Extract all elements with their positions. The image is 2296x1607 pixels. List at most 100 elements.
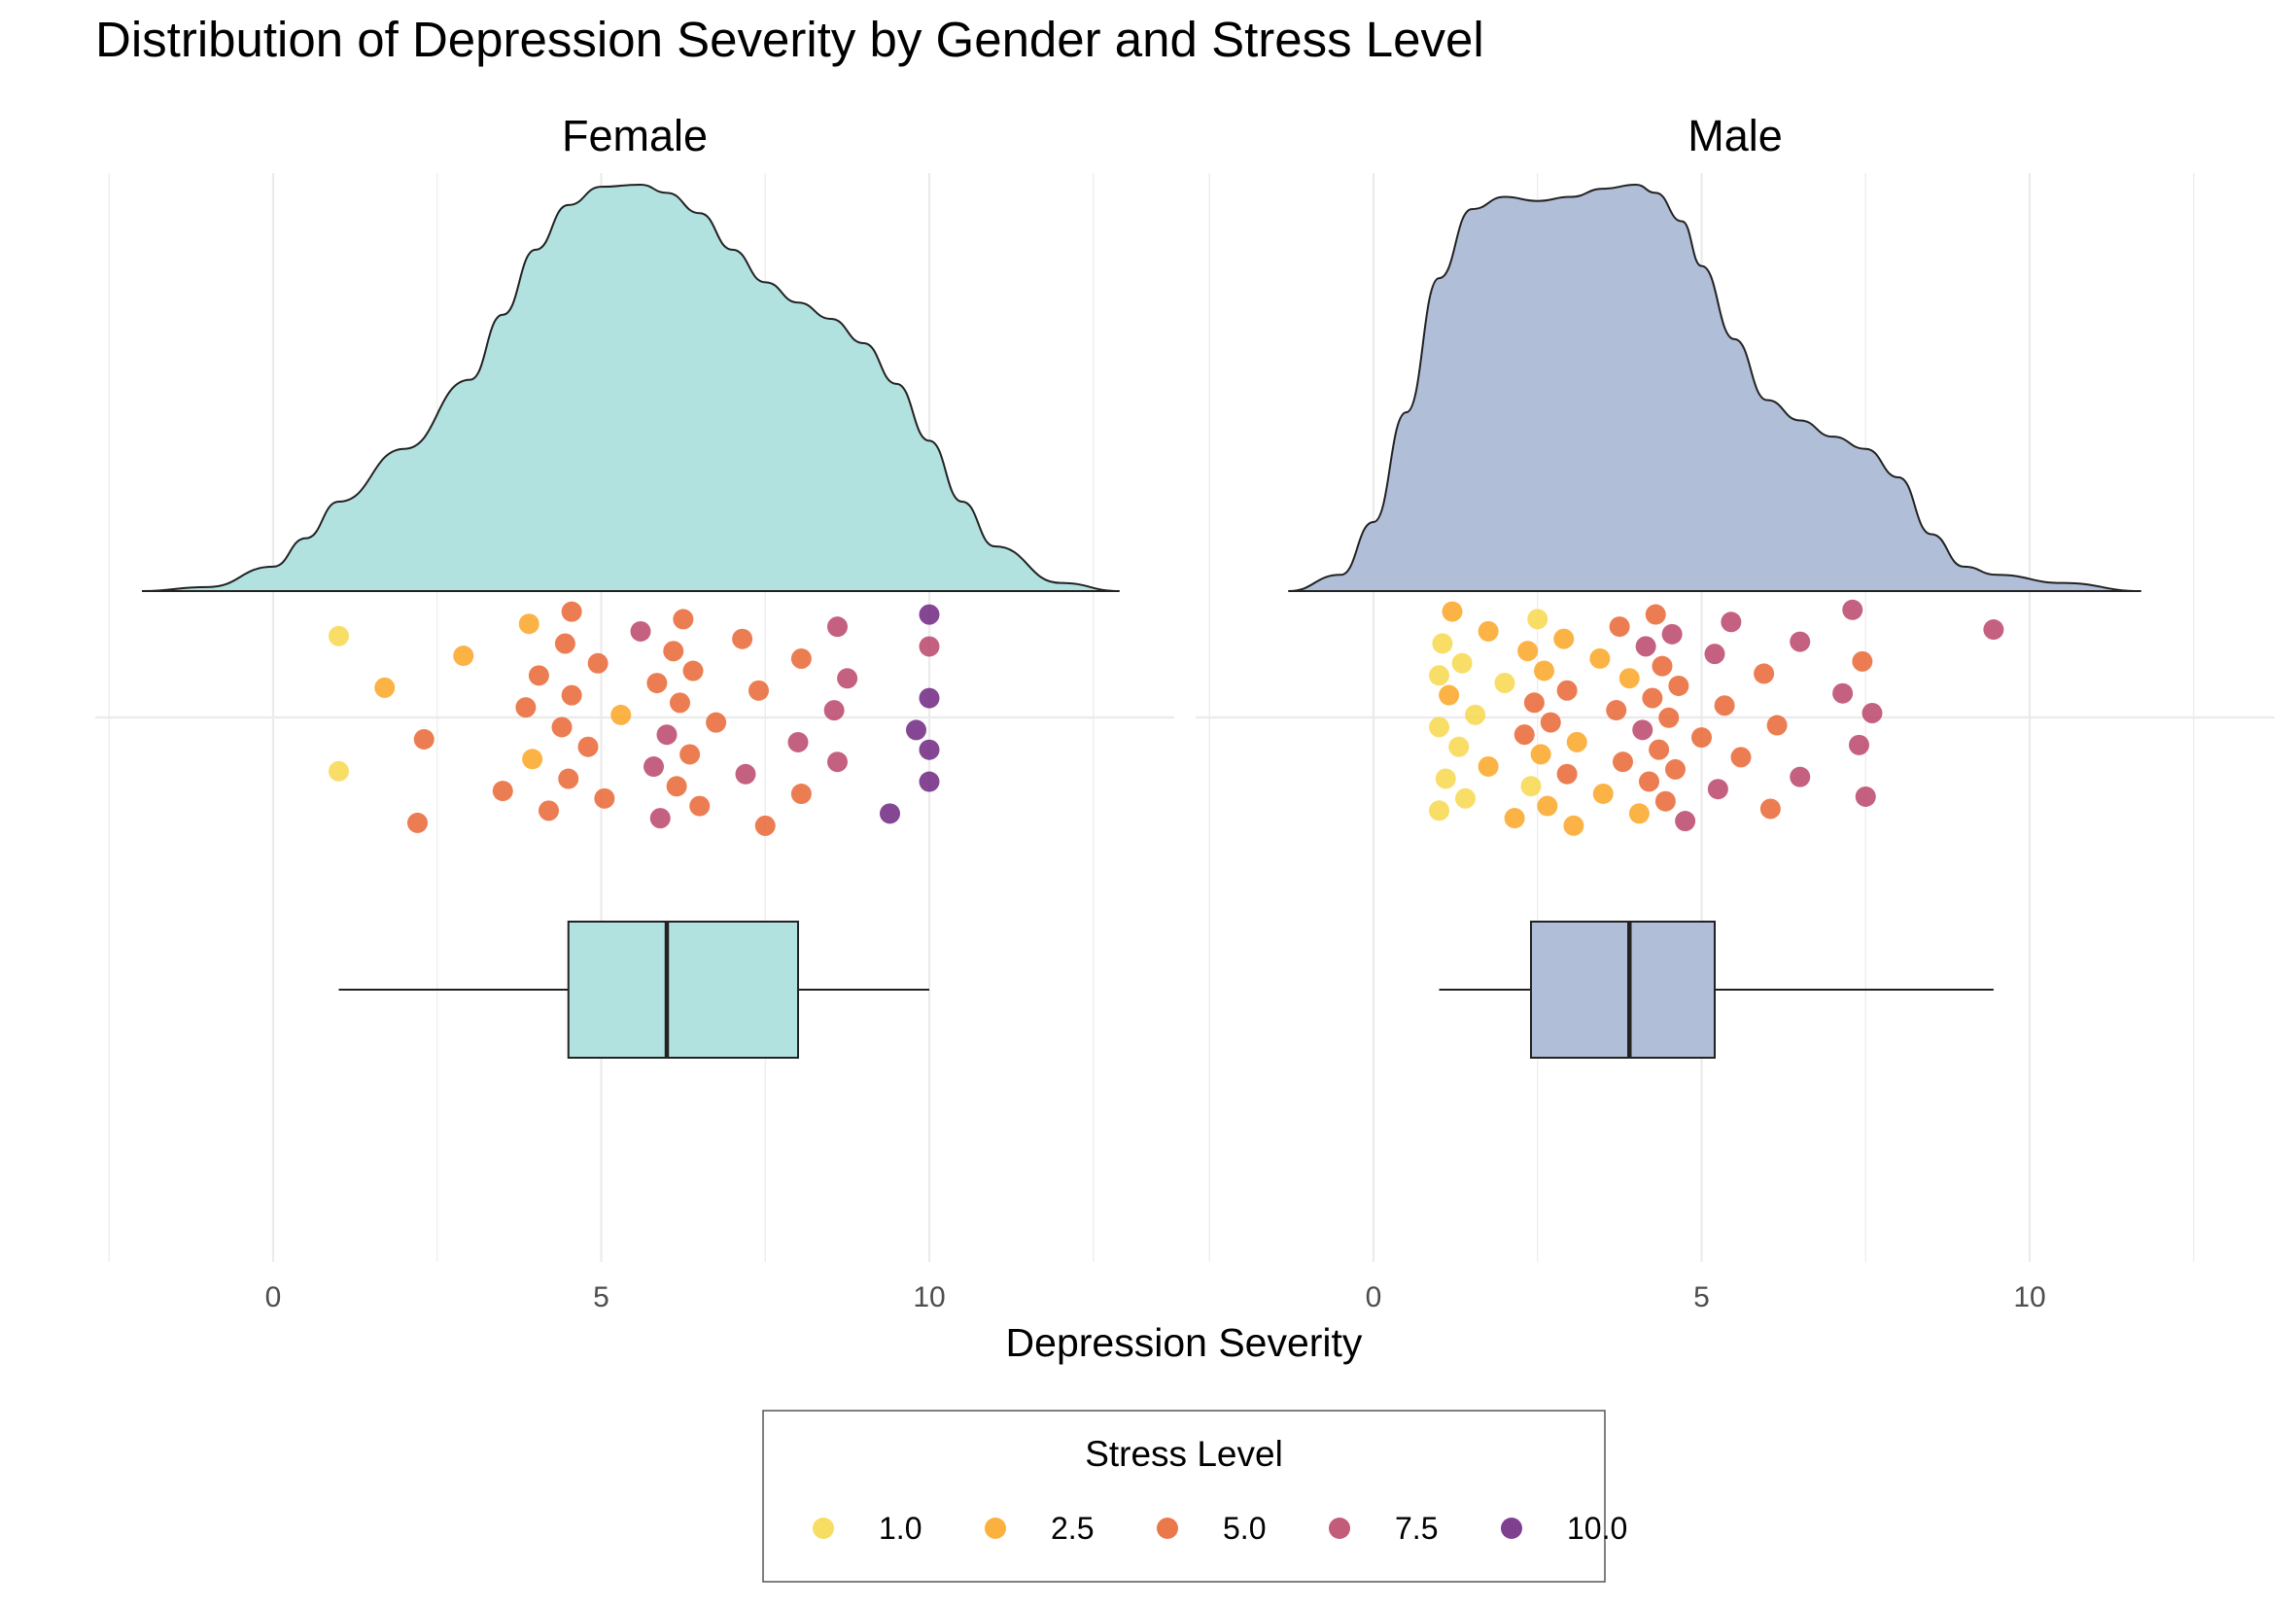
density-curve: [1288, 183, 2141, 592]
data-point: [644, 756, 664, 778]
data-point: [1442, 601, 1463, 622]
data-point: [1649, 739, 1670, 760]
data-point: [630, 620, 651, 642]
jitter-points: [329, 601, 940, 836]
data-point: [919, 739, 940, 760]
data-point: [1523, 692, 1545, 714]
legend-label: 1.0: [879, 1511, 922, 1546]
data-point: [594, 787, 615, 809]
data-point: [1451, 652, 1473, 674]
data-point: [551, 716, 573, 738]
data-point: [1855, 786, 1876, 807]
data-point: [1849, 734, 1869, 755]
data-point: [1707, 779, 1728, 800]
data-point: [1429, 716, 1449, 738]
data-point: [827, 751, 848, 773]
chart-title: Distribution of Depression Severity by G…: [95, 12, 1484, 67]
data-point: [1642, 687, 1663, 709]
data-point: [587, 652, 609, 674]
data-point: [1504, 808, 1525, 829]
data-point: [1790, 631, 1811, 652]
data-point: [1790, 766, 1811, 787]
x-tick-label: 0: [265, 1281, 282, 1313]
legend-entry: 1.0: [813, 1511, 922, 1546]
box-iqr: [1530, 921, 1716, 1059]
data-point: [1429, 665, 1449, 686]
legend-items: 1.0 2.5 5.0 7.5 10.0: [813, 1511, 1627, 1546]
panel-label-female: Female: [562, 111, 708, 160]
data-point: [1527, 609, 1548, 630]
data-point: [1520, 776, 1542, 797]
data-point: [1665, 758, 1686, 780]
legend-label: 5.0: [1223, 1511, 1266, 1546]
data-point: [706, 712, 727, 733]
x-tick-label: 10: [2013, 1281, 2045, 1313]
data-point: [1652, 655, 1673, 677]
data-point: [539, 800, 559, 821]
x-tick-label: 0: [1366, 1281, 1382, 1313]
data-point: [329, 625, 349, 646]
data-point: [919, 636, 940, 657]
boxplot: [1439, 921, 1994, 1059]
panel-female: Female 0 5 10: [95, 111, 1174, 1313]
panel-grid: [1196, 173, 2275, 1262]
data-point: [823, 700, 845, 721]
x-axis-label: Depression Severity: [1006, 1320, 1363, 1365]
data-point: [554, 633, 575, 654]
data-point: [407, 812, 428, 833]
data-point: [329, 760, 349, 782]
data-point: [1448, 736, 1470, 757]
panel-label-male: Male: [1687, 111, 1783, 160]
data-point: [558, 768, 579, 789]
data-point: [880, 803, 900, 824]
data-point: [1983, 619, 2004, 641]
data-point: [748, 680, 769, 701]
data-point: [1704, 644, 1725, 665]
data-point: [1852, 650, 1873, 672]
jitter-points: [1429, 599, 2004, 836]
data-point: [522, 749, 543, 770]
legend-key: [1329, 1518, 1350, 1539]
data-point: [919, 604, 940, 625]
data-point: [561, 684, 582, 706]
data-point: [670, 692, 690, 714]
data-point: [492, 781, 513, 802]
legend-key: [813, 1518, 834, 1539]
data-point: [649, 808, 671, 829]
data-point: [413, 728, 435, 750]
data-point: [666, 776, 687, 797]
data-point: [1754, 663, 1775, 684]
data-point: [663, 641, 684, 662]
data-point: [1465, 704, 1486, 725]
data-point: [1691, 727, 1712, 749]
data-point: [1842, 599, 1863, 620]
data-point: [515, 697, 537, 718]
data-point: [374, 677, 396, 698]
legend-key: [985, 1518, 1006, 1539]
data-point: [1540, 712, 1561, 733]
data-point: [1759, 798, 1781, 820]
data-point: [1494, 672, 1515, 693]
boxplot: [338, 921, 929, 1059]
data-point: [837, 668, 858, 689]
data-point: [1478, 755, 1499, 777]
data-point: [577, 736, 599, 757]
data-point: [1432, 633, 1453, 654]
data-point: [1429, 800, 1449, 821]
density-curve: [141, 183, 1120, 592]
data-point: [1478, 620, 1499, 642]
data-point: [673, 609, 694, 630]
x-tick-labels: 0 5 10: [265, 1281, 946, 1313]
data-point: [610, 704, 632, 725]
data-point: [919, 687, 940, 709]
legend-box: [762, 1410, 1606, 1583]
data-point: [732, 628, 753, 649]
data-point: [1439, 684, 1460, 706]
data-point: [919, 771, 940, 792]
data-point: [1721, 611, 1742, 633]
data-point: [1632, 719, 1653, 741]
data-point: [1455, 787, 1476, 809]
x-tick-label: 5: [1693, 1281, 1710, 1313]
data-point: [827, 616, 848, 638]
